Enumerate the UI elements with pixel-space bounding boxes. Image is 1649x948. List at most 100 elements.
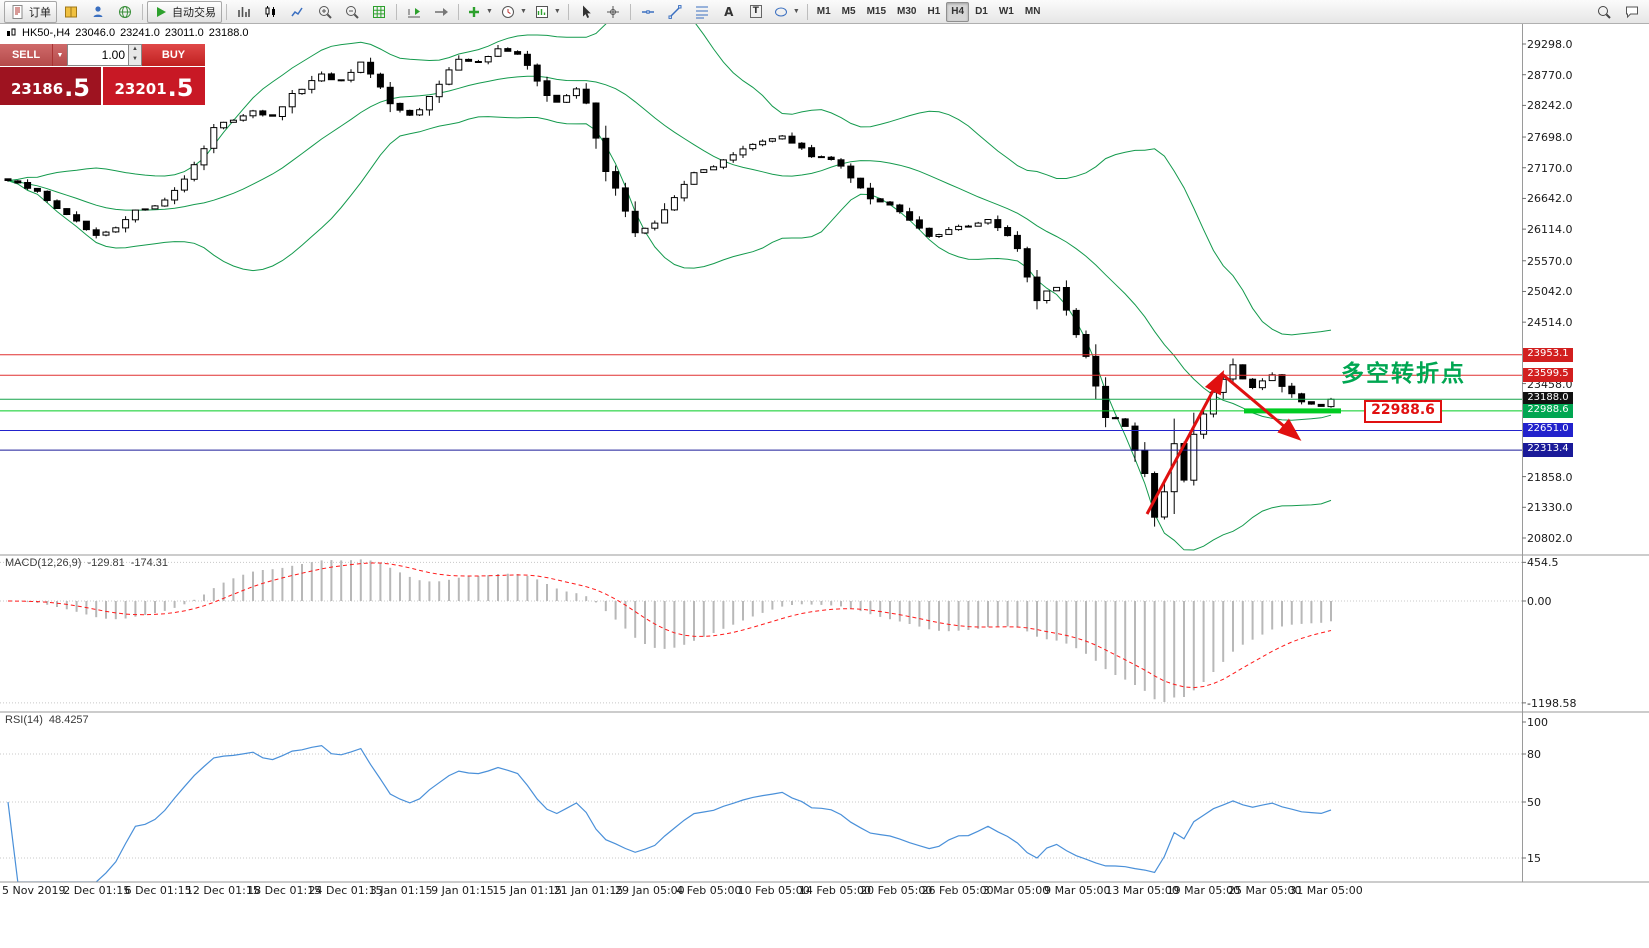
- line-chart-button[interactable]: [285, 1, 311, 23]
- chart-canvas[interactable]: [0, 24, 1649, 948]
- chevron-down-icon: ▼: [792, 8, 800, 15]
- toolbar-separator: [458, 3, 459, 20]
- contacts-icon: [93, 5, 103, 17]
- price-axis-label: 29298.0: [1527, 38, 1573, 51]
- buy-price-main: 23201: [114, 80, 167, 98]
- text-icon: A: [724, 4, 734, 19]
- shapes-icon: [774, 7, 787, 16]
- timeframe-m30[interactable]: M30: [897, 6, 917, 17]
- timeframe-m15[interactable]: M15: [866, 6, 887, 17]
- auto-scroll-button[interactable]: [428, 1, 454, 23]
- price-axis-label: 28242.0: [1527, 99, 1573, 113]
- trendline-icon: [668, 4, 682, 19]
- chevron-down-icon: ▼: [519, 8, 527, 15]
- new-order-button[interactable]: 订单: [4, 0, 57, 23]
- cursor-icon: [582, 5, 591, 18]
- shapes-button[interactable]: ▼: [770, 1, 803, 23]
- time-axis-label: 9 Mar 05:00: [1044, 884, 1111, 897]
- time-axis-label: 31 Mar 05:00: [1289, 884, 1363, 897]
- search-button[interactable]: [1591, 1, 1617, 23]
- macd-value-main: -129.81: [87, 557, 125, 569]
- text-label-button[interactable]: T: [743, 1, 769, 23]
- time-axis-label: 18 Dec 01:15: [247, 884, 322, 897]
- time-axis-label: 20 Feb 05:00: [860, 884, 933, 897]
- ohlc-high: 23241.0: [120, 27, 160, 39]
- toolbar-separator: [396, 3, 397, 20]
- web-button[interactable]: [112, 1, 138, 23]
- time-axis-label: 25 Mar 05:00: [1228, 884, 1302, 897]
- chat-button[interactable]: [1619, 1, 1645, 23]
- chart-shift-button[interactable]: [401, 1, 427, 23]
- bar-chart-button[interactable]: [231, 1, 257, 23]
- tile-windows-button[interactable]: [366, 1, 392, 23]
- price-axis-label: 26114.0: [1527, 223, 1573, 237]
- crosshair-button[interactable]: [600, 1, 626, 23]
- horizontal-line-icon: [641, 9, 654, 14]
- time-axis-label: 6 Dec 01:15: [124, 884, 192, 897]
- autotrade-button[interactable]: 自动交易: [147, 0, 222, 23]
- hline-price-label: 22988.6: [1523, 403, 1573, 418]
- periods-button[interactable]: ▼: [497, 1, 530, 23]
- sell-button[interactable]: SELL: [0, 44, 52, 66]
- rsi-label-row: RSI(14) 48.4257: [5, 714, 89, 726]
- sell-options-caret[interactable]: ▼: [52, 44, 67, 66]
- horizontal-line-button[interactable]: [635, 1, 661, 23]
- time-axis-label: 29 Jan 05:00: [615, 884, 685, 897]
- volume-input[interactable]: [67, 44, 129, 66]
- volume-down-button[interactable]: ▼: [132, 56, 138, 62]
- zoom-in-icon: [319, 5, 332, 19]
- contacts-button[interactable]: [85, 1, 111, 23]
- fibonacci-icon: [695, 6, 708, 18]
- rsi-axis-label: 15: [1527, 852, 1541, 865]
- hline-price-label: 22651.0: [1523, 423, 1573, 438]
- autotrade-play-icon: [157, 6, 166, 17]
- price-axis-label: 21330.0: [1527, 501, 1573, 515]
- zoom-out-button[interactable]: [339, 1, 365, 23]
- bar-chart-icon: [238, 6, 250, 17]
- time-axis-label: 3 Mar 05:00: [982, 884, 1050, 897]
- trendline-button[interactable]: [662, 1, 688, 23]
- cursor-button[interactable]: [573, 1, 599, 23]
- price-axis-label: 20802.0: [1527, 531, 1573, 545]
- price-axis-label: 26642.0: [1527, 192, 1573, 206]
- chevron-down-icon: ▼: [553, 8, 561, 15]
- template-icon: [535, 5, 548, 18]
- timeframe-m1[interactable]: M1: [816, 6, 831, 17]
- text-button[interactable]: A: [716, 1, 742, 23]
- timeframe-w1[interactable]: W1: [998, 6, 1014, 17]
- time-axis-label: 4 Feb 05:00: [676, 884, 742, 897]
- timeframe-d1[interactable]: D1: [975, 6, 988, 17]
- price-axis-label: 27698.0: [1527, 131, 1573, 145]
- time-axis-label: 9 Jan 01:15: [431, 884, 494, 897]
- zoom-in-button[interactable]: [312, 1, 338, 23]
- macd-name: MACD(12,26,9): [5, 557, 82, 569]
- symbol-period: HK50-,H4: [22, 27, 71, 39]
- sell-price[interactable]: 23186 .5: [0, 67, 101, 105]
- macd-axis-label: 454.5: [1527, 556, 1559, 570]
- timeframe-h4[interactable]: H4: [946, 1, 970, 22]
- hline-price-label: 22313.4: [1523, 443, 1573, 458]
- rsi-value: 48.4257: [48, 714, 89, 726]
- candlestick-chart-button[interactable]: [258, 1, 284, 23]
- buy-price[interactable]: 23201 .5: [103, 67, 205, 105]
- volume-stepper: ▲ ▼: [129, 44, 142, 66]
- time-axis-label: 12 Dec 01:15: [185, 884, 260, 897]
- template-button[interactable]: ▼: [531, 1, 564, 23]
- ohlc-low: 23011.0: [164, 27, 204, 39]
- time-axis-label: 3 Jan 01:15: [369, 884, 433, 897]
- price-axis-label: 27170.0: [1527, 161, 1573, 175]
- price-callout-box: 22988.6: [1364, 400, 1442, 423]
- fibonacci-button[interactable]: [689, 1, 715, 23]
- crosshair-icon: [606, 5, 619, 18]
- price-axis-label: 28770.0: [1527, 68, 1573, 82]
- timeframe-h1[interactable]: H1: [927, 6, 941, 17]
- buy-button[interactable]: BUY: [142, 44, 205, 66]
- accounts-button[interactable]: [58, 1, 84, 23]
- add-indicator-button[interactable]: ▼: [463, 1, 496, 23]
- chat-icon: [1626, 6, 1638, 18]
- timeframe-m5[interactable]: M5: [841, 6, 856, 17]
- web-icon: [119, 5, 131, 18]
- volume-up-button[interactable]: ▲: [132, 46, 138, 52]
- timeframe-mn[interactable]: MN: [1024, 6, 1041, 17]
